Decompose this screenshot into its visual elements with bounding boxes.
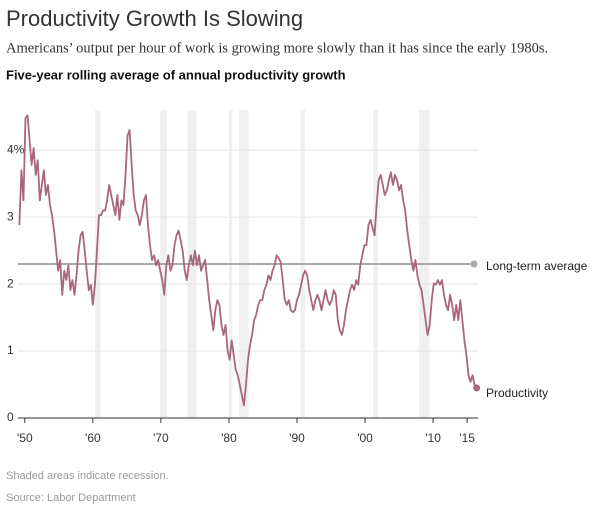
chart-title: Productivity Growth Is Slowing <box>6 6 303 31</box>
x-tick-label: '70 <box>153 431 169 445</box>
x-tick-label: '00 <box>357 431 373 445</box>
y-tick-label: 4% <box>7 142 25 156</box>
y-tick-label: 0 <box>7 410 14 424</box>
x-tick-label: '80 <box>221 431 237 445</box>
series-line <box>18 114 478 407</box>
source: Source: Labor Department <box>6 492 136 504</box>
x-tick-label: '15 <box>459 431 475 445</box>
y-tick-label: 1 <box>7 343 14 357</box>
end-dot <box>473 384 481 392</box>
y-tick-label: 3 <box>7 209 14 223</box>
x-tick-label: '50 <box>17 431 33 445</box>
x-tick-label: '10 <box>425 431 441 445</box>
note: Shaded areas indicate recession. <box>6 470 169 482</box>
x-tick-label: '90 <box>289 431 305 445</box>
y-tick-label: 2 <box>7 276 14 290</box>
chart-label: Five-year rolling average of annual prod… <box>6 67 346 82</box>
x-tick-label: '60 <box>85 431 101 445</box>
series-label: Productivity <box>486 386 548 400</box>
reference-dot <box>470 260 478 268</box>
reference-label: Long-term average <box>486 259 588 273</box>
chart-subtitle: Americans’ output per hour of work is gr… <box>6 40 548 56</box>
